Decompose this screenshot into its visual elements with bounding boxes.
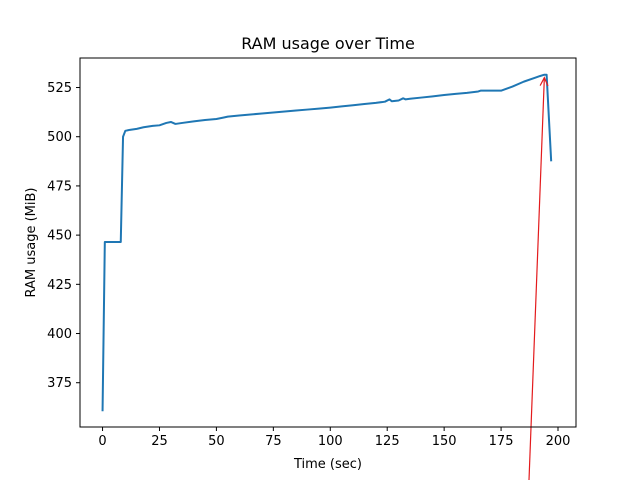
y-tick-label: 475 — [47, 179, 72, 194]
x-axis-ticks: 0 25 50 75 100 125 150 175 200 — [98, 427, 570, 449]
y-tick-label: 400 — [47, 327, 72, 342]
x-tick-label: 175 — [489, 434, 514, 449]
y-axis-label: RAM usage (MiB) — [24, 188, 39, 298]
y-axis-ticks: 375 400 425 450 475 500 525 — [47, 81, 80, 391]
x-tick-label: 0 — [98, 434, 106, 449]
plot-frame — [79, 57, 577, 428]
x-tick-label: 50 — [208, 434, 225, 449]
y-tick-label: 425 — [47, 278, 72, 293]
annotation-layer — [528, 76, 549, 480]
x-tick-label: 200 — [546, 434, 571, 449]
x-tick-label: 25 — [151, 434, 168, 449]
x-tick-label: 125 — [375, 434, 400, 449]
x-tick-label: 100 — [318, 434, 343, 449]
y-tick-label: 375 — [47, 376, 72, 391]
x-tick-label: 75 — [265, 434, 282, 449]
chart-title: RAM usage over Time — [241, 34, 415, 53]
y-tick-label: 500 — [47, 130, 72, 145]
x-tick-label: 150 — [432, 434, 457, 449]
ram-usage-line — [101, 73, 553, 412]
x-axis-label: Time (sec) — [293, 457, 362, 472]
y-tick-label: 450 — [47, 229, 72, 244]
annotation-arrow-head — [539, 76, 549, 87]
plot-area — [101, 73, 553, 412]
y-tick-label: 525 — [47, 81, 72, 96]
annotation-arrow-shaft — [528, 77, 545, 480]
